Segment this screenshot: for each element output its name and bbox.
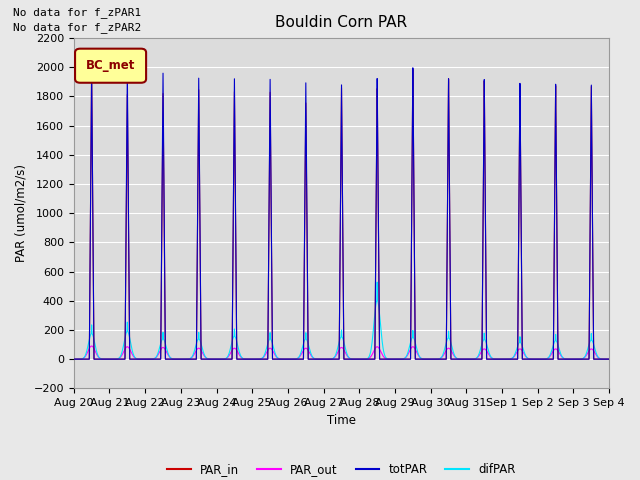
Title: Bouldin Corn PAR: Bouldin Corn PAR: [275, 15, 408, 30]
X-axis label: Time: Time: [327, 414, 356, 427]
Text: BC_met: BC_met: [86, 59, 135, 72]
Text: No data for f_zPAR2: No data for f_zPAR2: [13, 22, 141, 33]
Text: No data for f_zPAR1: No data for f_zPAR1: [13, 7, 141, 18]
Y-axis label: PAR (umol/m2/s): PAR (umol/m2/s): [15, 164, 28, 262]
Legend: PAR_in, PAR_out, totPAR, difPAR: PAR_in, PAR_out, totPAR, difPAR: [163, 458, 520, 480]
